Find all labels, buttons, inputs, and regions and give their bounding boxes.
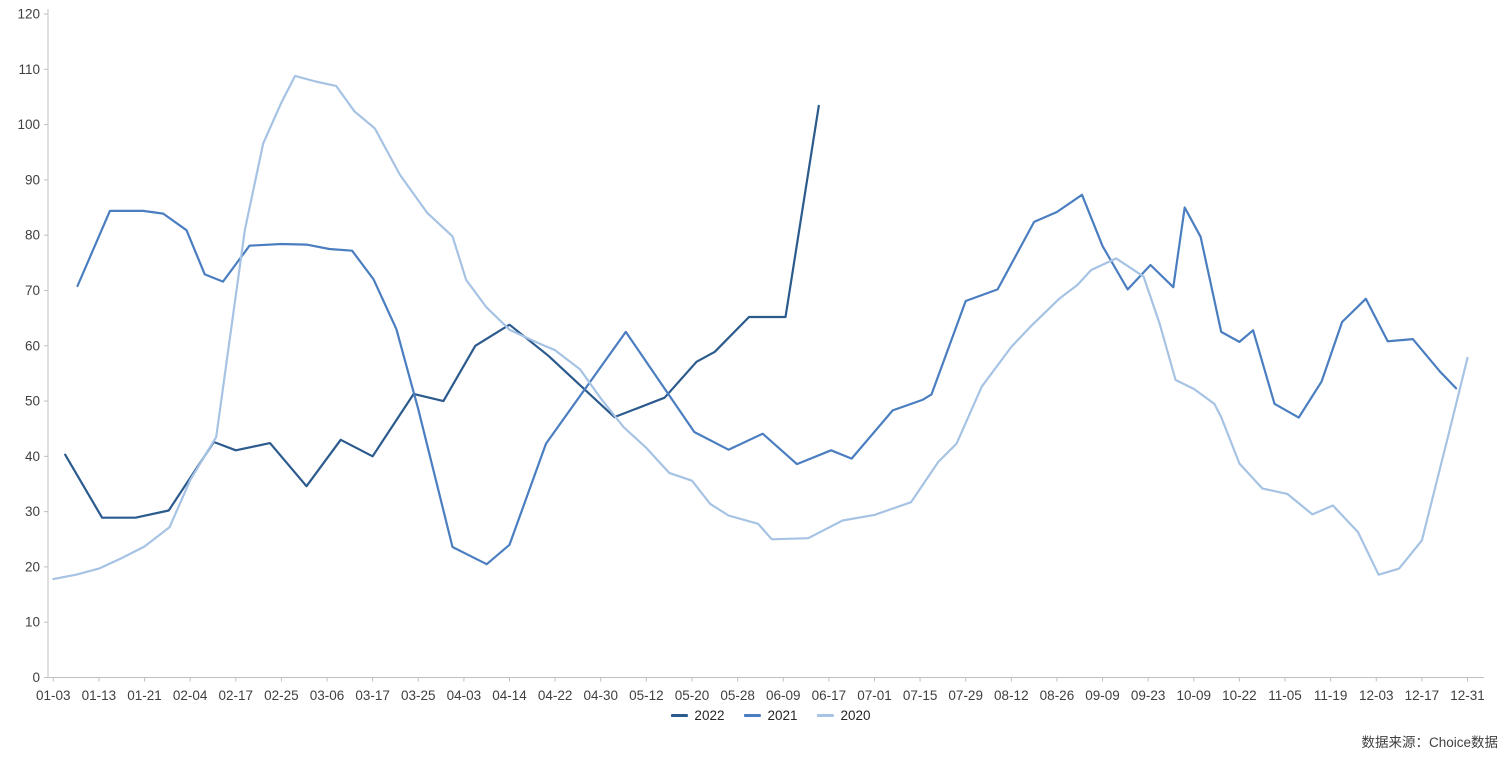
x-tick-label: 02-17 xyxy=(219,688,254,703)
x-tick-label: 03-17 xyxy=(355,688,390,703)
x-tick-label: 05-20 xyxy=(675,688,710,703)
y-tick-label: 30 xyxy=(25,504,40,519)
legend-label-2021: 2021 xyxy=(767,708,798,723)
x-tick-label: 11-19 xyxy=(1314,688,1348,703)
legend: 2022 2021 2020 xyxy=(670,708,871,723)
x-tick-label: 01-21 xyxy=(127,688,162,703)
y-tick-label: 120 xyxy=(17,7,40,22)
series-line-2022 xyxy=(64,104,820,519)
x-tick-label: 10-22 xyxy=(1222,688,1257,703)
legend-label-2020: 2020 xyxy=(840,708,871,723)
x-tick-label: 09-23 xyxy=(1131,688,1166,703)
x-tick-label: 08-12 xyxy=(994,688,1029,703)
y-tick-label: 90 xyxy=(25,172,40,187)
x-tick-label: 02-04 xyxy=(173,688,208,703)
x-tick-label: 01-13 xyxy=(82,688,117,703)
x-tick-label: 12-31 xyxy=(1450,688,1485,703)
x-tick-label: 04-14 xyxy=(492,688,527,703)
axis-lines xyxy=(47,9,1484,678)
x-tick-label: 06-09 xyxy=(766,688,801,703)
y-tick-label: 110 xyxy=(18,62,40,77)
y-tick-label: 20 xyxy=(25,559,40,574)
x-tick-label: 05-12 xyxy=(629,688,664,703)
legend-item-2021: 2021 xyxy=(743,708,798,723)
x-tick-label: 04-30 xyxy=(583,688,618,703)
legend-dash-2021 xyxy=(743,714,761,718)
series-line-2021 xyxy=(76,193,1458,566)
x-tick-label: 06-17 xyxy=(812,688,847,703)
y-tick-label: 100 xyxy=(17,117,40,132)
x-tick-label: 08-26 xyxy=(1040,688,1075,703)
x-tick-label: 04-22 xyxy=(538,688,573,703)
legend-dash-2022 xyxy=(670,714,688,718)
x-tick-label: 09-09 xyxy=(1085,688,1120,703)
x-tick-label: 02-25 xyxy=(264,688,299,703)
y-axis: 0 10 20 30 40 50 60 70 80 90 100 110 120 xyxy=(17,7,48,685)
x-tick-label: 10-09 xyxy=(1177,688,1212,703)
y-tick-label: 40 xyxy=(25,449,40,464)
series-lines xyxy=(52,74,1469,581)
legend-dash-2020 xyxy=(816,714,834,718)
legend-label-2022: 2022 xyxy=(694,708,725,723)
x-tick-label: 04-03 xyxy=(447,688,482,703)
x-tick-label: 05-28 xyxy=(720,688,755,703)
x-tick-label: 12-17 xyxy=(1405,688,1440,703)
x-axis: 01-03 01-13 01-21 02-04 02-17 02-25 03-06 03-17… xyxy=(36,677,1485,703)
x-tick-label: 01-03 xyxy=(36,688,71,703)
legend-item-2020: 2020 xyxy=(816,708,871,723)
x-tick-label: 07-01 xyxy=(857,688,892,703)
y-tick-label: 80 xyxy=(25,228,40,243)
x-tick-label: 11-05 xyxy=(1268,688,1302,703)
x-tick-label: 03-06 xyxy=(310,688,345,703)
legend-item-2022: 2022 xyxy=(670,709,724,723)
y-tick-label: 70 xyxy=(25,283,40,298)
source-note: 数据来源：Choice数据 xyxy=(1361,735,1498,750)
x-tick-label: 03-25 xyxy=(401,688,436,703)
x-tick-label: 07-15 xyxy=(903,688,938,703)
y-tick-label: 10 xyxy=(25,615,40,630)
series-line-2020 xyxy=(52,74,1469,581)
y-tick-label: 0 xyxy=(32,670,40,685)
x-tick-label: 12-03 xyxy=(1359,688,1394,703)
y-tick-label: 50 xyxy=(25,394,40,409)
x-tick-label: 07-29 xyxy=(948,688,983,703)
y-tick-label: 60 xyxy=(25,338,40,353)
